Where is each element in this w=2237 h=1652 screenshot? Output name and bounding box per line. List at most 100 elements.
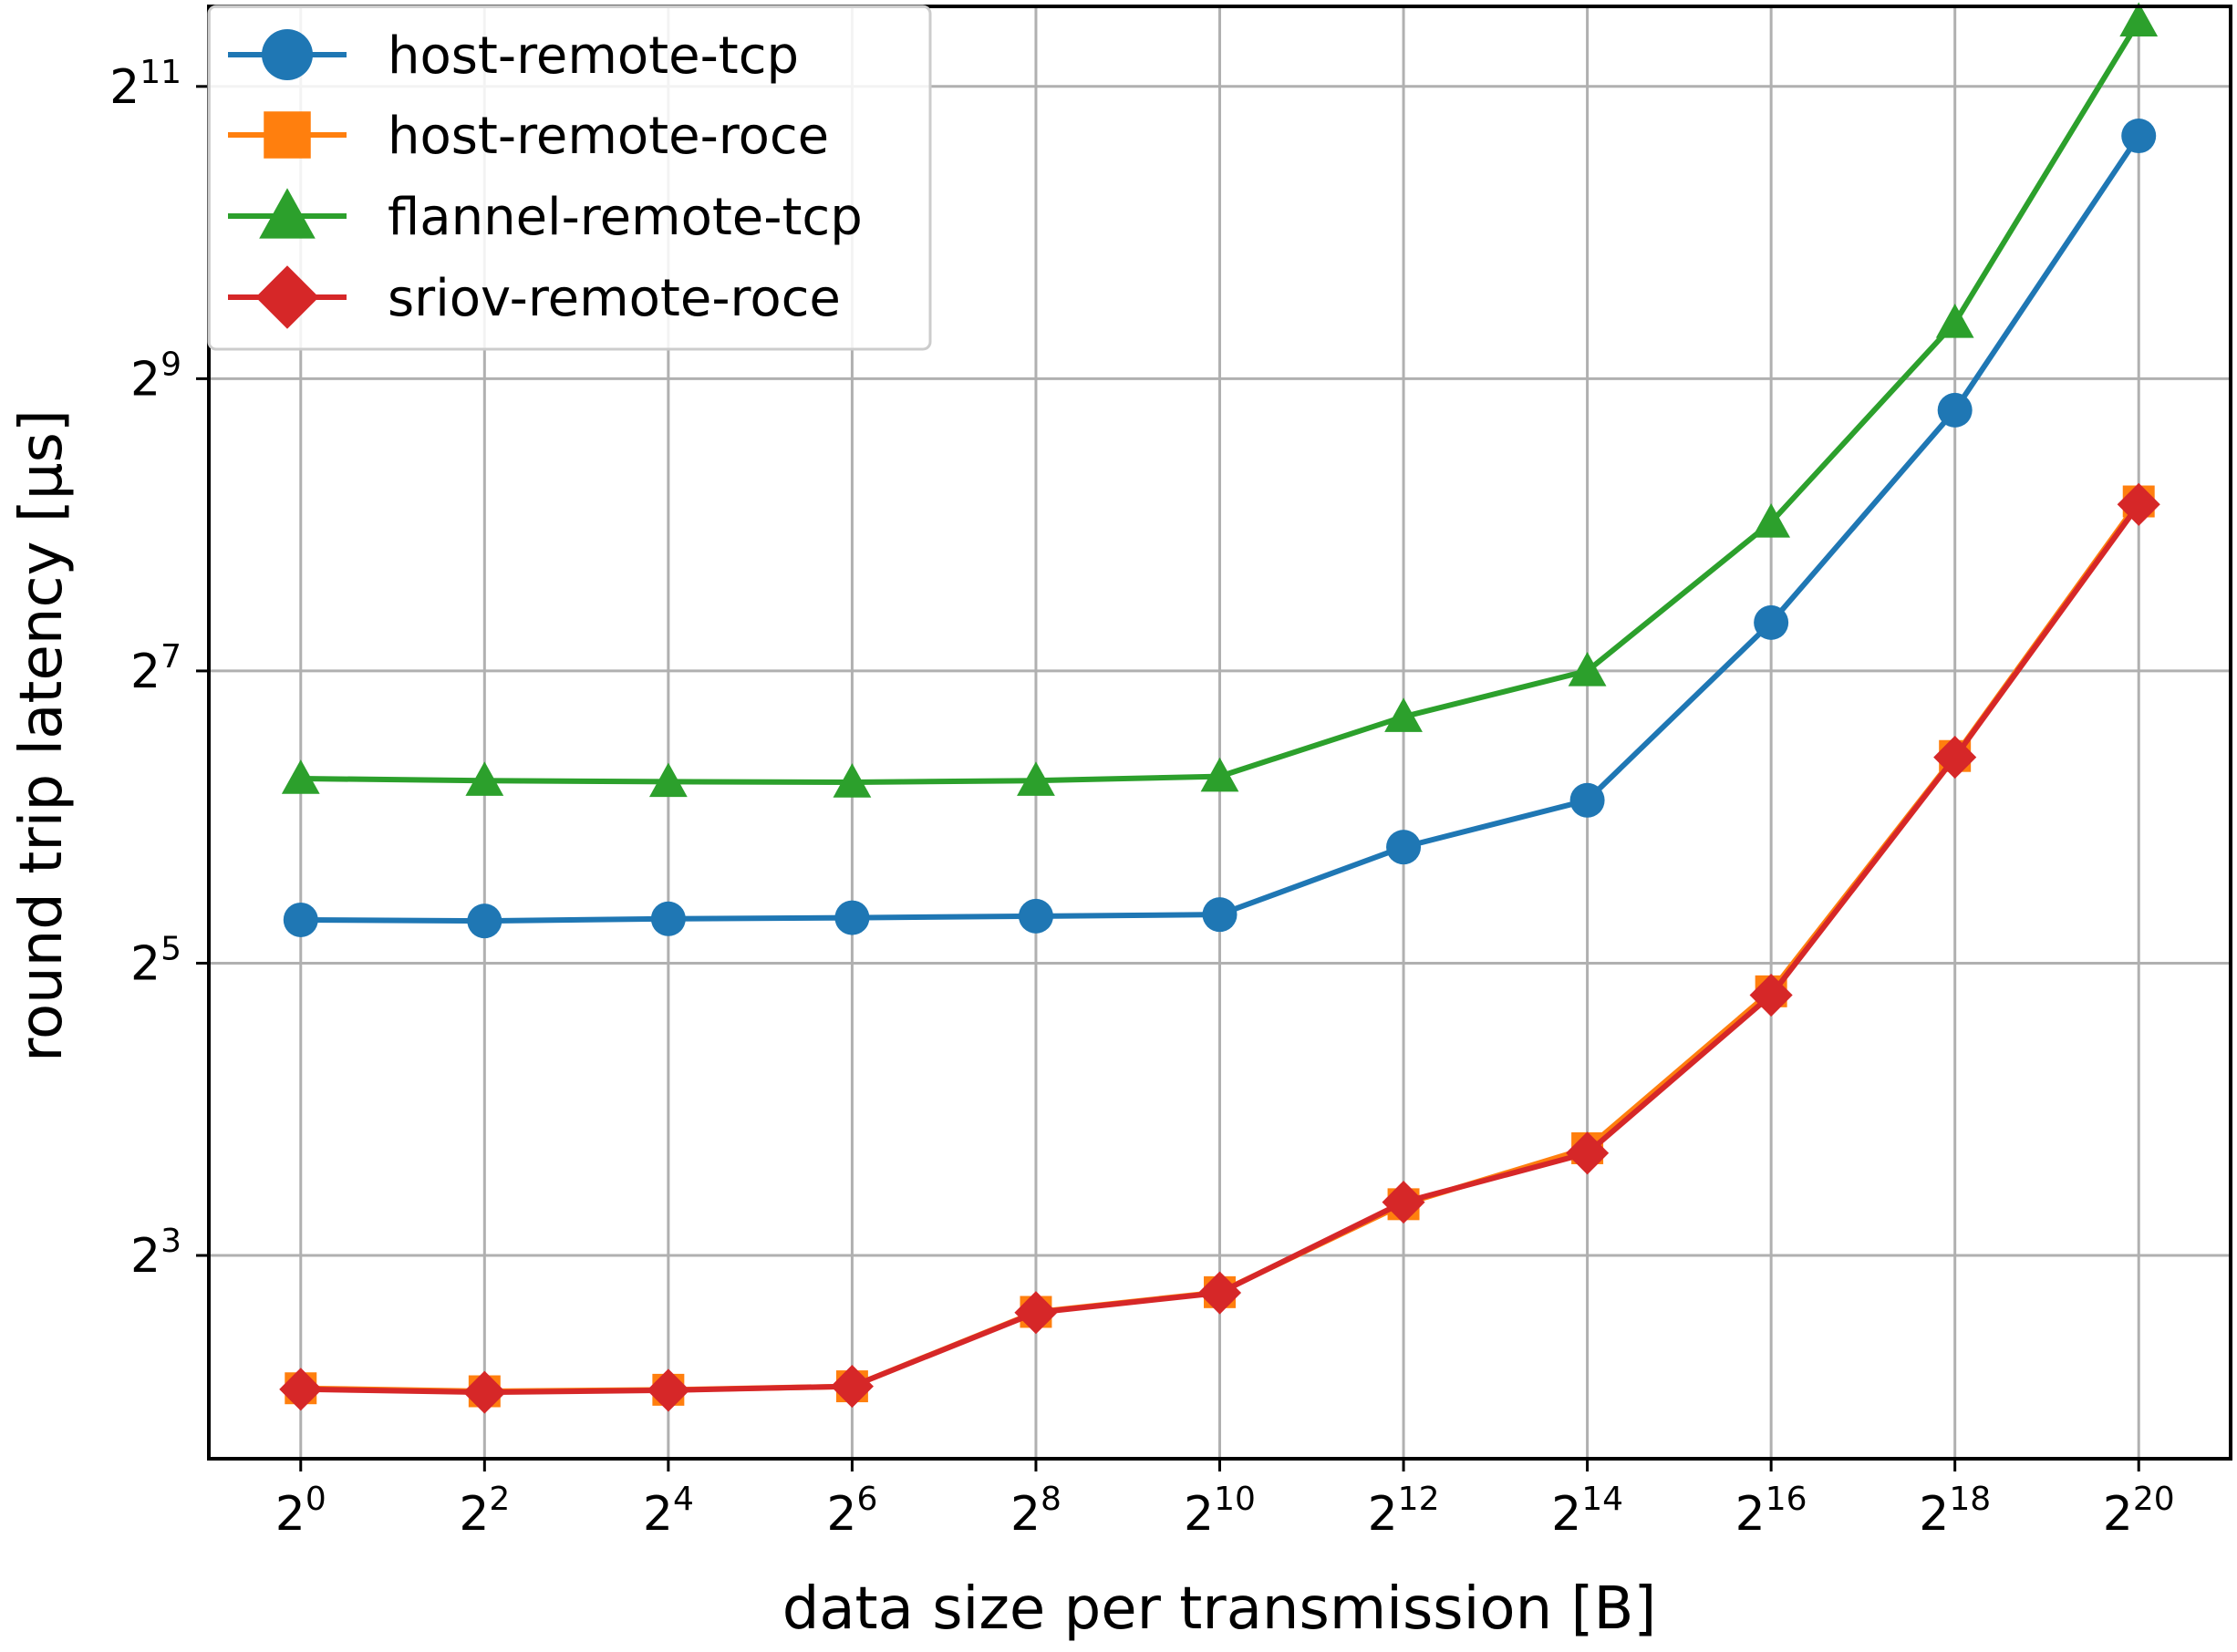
y-tick-label: 27 <box>130 638 181 699</box>
data-point-host-remote-tcp <box>1386 830 1422 865</box>
data-point-sriov-remote-roce <box>1014 1291 1058 1335</box>
data-point-host-remote-tcp <box>1937 392 1973 428</box>
data-point-sriov-remote-roce <box>647 1368 690 1412</box>
data-point-host-remote-tcp <box>2121 119 2157 154</box>
x-tick-label: 214 <box>1551 1481 1623 1542</box>
x-axis-ticks: 20 22 24 26 28 210 212 214 216 218 220 <box>275 1459 2175 1542</box>
x-tick-label: 212 <box>1368 1481 1440 1542</box>
y-tick-label: 23 <box>130 1223 181 1284</box>
x-tick-label-base: 2 <box>1010 1487 1041 1542</box>
x-tick-label: 26 <box>826 1481 877 1542</box>
y-tick-label-base: 2 <box>109 60 140 115</box>
data-point-sriov-remote-roce <box>1749 973 1793 1017</box>
x-tick-label-exponent: 4 <box>673 1481 694 1518</box>
legend-marker <box>264 111 311 159</box>
x-tick-label: 220 <box>2103 1481 2175 1542</box>
x-tick-label-exponent: 0 <box>306 1481 326 1518</box>
data-point-host-remote-tcp <box>1754 604 1789 640</box>
data-point-sriov-remote-roce <box>1933 736 1977 780</box>
data-point-flannel-remote-tcp <box>1017 761 1055 796</box>
x-axis-label: data size per transmission [B] <box>782 1575 1657 1643</box>
data-point-flannel-remote-tcp <box>833 763 872 798</box>
data-point-flannel-remote-tcp <box>1568 652 1607 687</box>
legend-marker <box>259 188 316 239</box>
legend-label: flannel-remote-tcp <box>388 188 863 247</box>
legend-item-sriov-remote-roce: sriov-remote-roce <box>228 265 841 329</box>
legend-item-host-remote-roce: host-remote-roce <box>228 107 829 166</box>
legend-marker <box>262 29 313 80</box>
data-point-sriov-remote-roce <box>2117 482 2160 526</box>
legend-label: host-remote-tcp <box>388 26 799 86</box>
data-point-flannel-remote-tcp <box>2119 2 2159 37</box>
data-point-sriov-remote-roce <box>279 1368 323 1411</box>
x-tick-label-exponent: 6 <box>857 1481 878 1518</box>
data-point-sriov-remote-roce <box>1566 1131 1610 1175</box>
x-tick-label: 20 <box>275 1481 326 1542</box>
series-flannel-remote-tcp <box>281 2 2159 798</box>
x-tick-label-exponent: 18 <box>1949 1481 1991 1518</box>
y-tick-label-exponent: 5 <box>161 930 181 967</box>
y-tick-label: 25 <box>130 930 181 991</box>
y-tick-label-base: 2 <box>130 1229 161 1284</box>
y-tick-label-exponent: 3 <box>161 1223 181 1260</box>
y-axis-label: round trip latency [µs] <box>8 409 76 1062</box>
data-point-host-remote-tcp <box>650 901 686 936</box>
x-tick-label-base: 2 <box>1551 1487 1581 1542</box>
y-tick-label: 211 <box>109 54 181 115</box>
data-point-sriov-remote-roce <box>1197 1271 1242 1315</box>
data-point-sriov-remote-roce <box>830 1365 874 1409</box>
data-point-host-remote-tcp <box>1569 782 1605 818</box>
x-tick-label: 28 <box>1010 1481 1062 1542</box>
x-tick-label: 24 <box>643 1481 694 1542</box>
x-tick-label: 216 <box>1735 1481 1807 1542</box>
data-point-flannel-remote-tcp <box>281 759 320 794</box>
x-tick-label-exponent: 14 <box>1581 1481 1623 1518</box>
data-point-flannel-remote-tcp <box>1200 757 1239 792</box>
legend-box <box>207 5 932 351</box>
x-tick-label: 218 <box>1919 1481 1991 1542</box>
data-point-host-remote-tcp <box>834 900 870 935</box>
x-tick-label-base: 2 <box>1368 1487 1398 1542</box>
series-sriov-remote-roce <box>279 482 2160 1414</box>
x-tick-label-base: 2 <box>459 1487 489 1542</box>
x-tick-label: 22 <box>459 1481 510 1542</box>
x-tick-label-exponent: 12 <box>1398 1481 1440 1518</box>
data-point-flannel-remote-tcp <box>1752 503 1791 538</box>
x-tick-label-base: 2 <box>826 1487 856 1542</box>
y-tick-label: 29 <box>130 346 181 407</box>
legend-label: host-remote-roce <box>388 107 829 166</box>
x-tick-label-base: 2 <box>1735 1487 1766 1542</box>
legend-item-flannel-remote-tcp: flannel-remote-tcp <box>228 188 863 247</box>
data-point-flannel-remote-tcp <box>1935 303 1974 338</box>
y-tick-label-base: 2 <box>130 645 161 699</box>
y-tick-label-exponent: 11 <box>140 54 181 91</box>
series-layer <box>279 2 2160 1414</box>
x-tick-label-exponent: 20 <box>2133 1481 2175 1518</box>
data-point-host-remote-tcp <box>283 902 318 937</box>
y-tick-label-exponent: 9 <box>161 346 181 383</box>
x-tick-label-exponent: 2 <box>489 1481 510 1518</box>
data-point-flannel-remote-tcp <box>1384 697 1423 732</box>
x-tick-label: 210 <box>1184 1481 1256 1542</box>
legend: host-remote-tcp host-remote-roce flannel-r… <box>207 5 932 351</box>
legend-item-host-remote-tcp: host-remote-tcp <box>228 26 799 86</box>
x-tick-label-exponent: 16 <box>1766 1481 1807 1518</box>
legend-marker <box>255 265 319 329</box>
data-point-host-remote-tcp <box>1018 898 1053 934</box>
x-tick-label-base: 2 <box>1184 1487 1214 1542</box>
data-point-sriov-remote-roce <box>1382 1181 1425 1224</box>
y-tick-label-base: 2 <box>130 352 161 407</box>
x-tick-label-exponent: 8 <box>1041 1481 1062 1518</box>
series-host-remote-tcp <box>283 119 2157 939</box>
y-tick-label-exponent: 7 <box>161 638 181 676</box>
legend-label: sriov-remote-roce <box>388 269 841 328</box>
x-tick-label-base: 2 <box>1919 1487 1949 1542</box>
x-tick-label-exponent: 10 <box>1214 1481 1256 1518</box>
data-point-host-remote-tcp <box>1202 897 1238 933</box>
data-point-flannel-remote-tcp <box>648 762 688 798</box>
data-point-host-remote-tcp <box>467 903 502 939</box>
x-tick-label-base: 2 <box>643 1487 673 1542</box>
x-tick-label-base: 2 <box>2103 1487 2133 1542</box>
